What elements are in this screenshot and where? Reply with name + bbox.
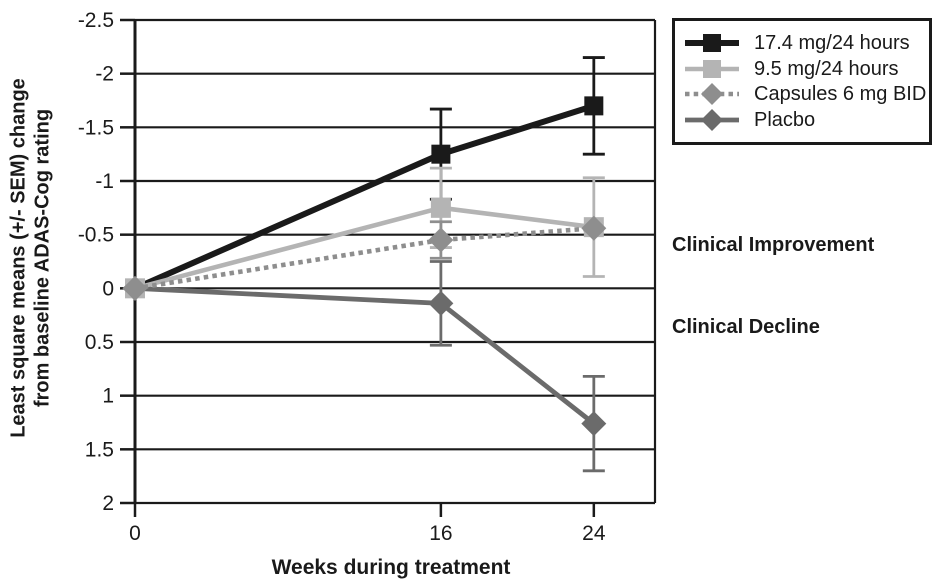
y-tick-label: 0 <box>102 277 114 300</box>
legend-swatch-diamond <box>685 108 739 131</box>
gridlines <box>135 18 655 505</box>
marker-diamond <box>581 215 607 241</box>
legend-swatch-diamond <box>685 83 739 106</box>
legend-marker-square <box>703 34 721 53</box>
y-tick-label: -2 <box>95 63 114 86</box>
marker-square <box>584 96 604 116</box>
legend-marker-diamond <box>701 108 723 131</box>
y-tick-label: -2.5 <box>78 9 114 32</box>
series-17-4-mg-24-hours <box>125 56 605 298</box>
legend-swatch-square <box>685 59 739 78</box>
y-tick-label: 1.5 <box>85 438 114 461</box>
annotation-clinical-decline: Clinical Decline <box>672 316 820 338</box>
y-tick-label: -1 <box>95 170 114 193</box>
marker-diamond <box>428 290 454 316</box>
legend-item-placbo: Placbo <box>683 107 929 133</box>
x-axis-title: Weeks during treatment <box>271 556 511 579</box>
legend-label: Capsules 6 mg BID <box>754 83 927 106</box>
x-tick-label: 24 <box>582 522 606 545</box>
series-placbo <box>122 260 607 473</box>
legend-box: 17.4 mg/24 hours 9.5 mg/24 hours Capsules … <box>672 18 932 145</box>
marker-square <box>430 197 451 218</box>
marker-square <box>431 144 451 164</box>
marker-diamond <box>428 227 454 253</box>
x-tick-label: 16 <box>429 522 452 545</box>
y-tick-label: 1 <box>102 385 114 408</box>
legend-item-9-5-mg-24-hours: 9.5 mg/24 hours <box>683 56 929 82</box>
y-tick-label: -0.5 <box>78 224 114 247</box>
series-capsules-6-mg-bid <box>122 215 607 301</box>
x-axis: 0 16 24 <box>129 503 606 545</box>
legend-label: 9.5 mg/24 hours <box>754 57 899 80</box>
annotation-clinical-improvement: Clinical Improvement <box>672 234 875 256</box>
marker-diamond <box>581 411 607 437</box>
legend-item-17-4-mg-24-hours: 17.4 mg/24 hours <box>683 31 929 57</box>
series-line <box>133 103 595 292</box>
y-axis-title: Least square means (+/- SEM) change from… <box>7 78 53 438</box>
series-line <box>134 225 595 291</box>
marker-diamond <box>122 275 148 301</box>
legend-swatch-square <box>685 34 739 53</box>
y-axis: -2.5 -2 -1.5 -1 -0.5 0 0.5 1 1.5 2 <box>78 9 135 515</box>
y-tick-label: 0.5 <box>85 331 114 354</box>
legend-marker-diamond <box>701 83 723 106</box>
legend-label: Placbo <box>754 108 816 131</box>
legend-label: 17.4 mg/24 hours <box>754 32 910 55</box>
series-line <box>134 285 596 426</box>
x-tick-label: 0 <box>129 522 141 545</box>
legend-item-capsules-6-mg-bid: Capsules 6 mg BID <box>683 82 929 108</box>
y-tick-label: 2 <box>102 492 114 515</box>
legend-marker-square <box>703 59 721 78</box>
y-tick-label: -1.5 <box>78 116 114 139</box>
